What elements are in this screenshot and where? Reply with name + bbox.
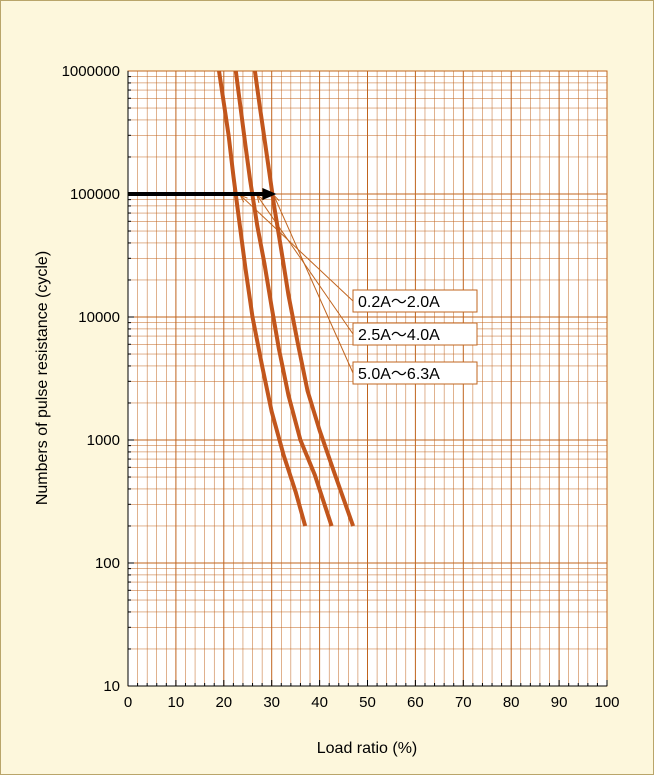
- x-tick-label: 90: [551, 694, 568, 711]
- y-tick-label: 10: [103, 678, 120, 695]
- x-axis-label: Load ratio (%): [317, 740, 418, 757]
- axes: 0 10 20 30 40 50 60 70 80 90 100101001000100001000…: [62, 63, 620, 711]
- x-tick-label: 100: [594, 694, 619, 711]
- y-axis-label: Numbers of pulse resistance (cycle): [34, 251, 51, 505]
- legend-leaders: [239, 193, 354, 374]
- series-line-1: [217, 70, 308, 527]
- x-tick-label: 70: [455, 694, 472, 711]
- x-tick-label: 60: [407, 694, 424, 711]
- legend: 0.2A～2.0A 2.5A～4.0A 5.0A～6.3A: [352, 289, 478, 385]
- legend-label-3: 5.0A～6.3A: [358, 366, 440, 383]
- x-tick-label: 40: [311, 694, 328, 711]
- legend-label-2: 2.5A～4.0A: [358, 327, 440, 344]
- legend-leader-1: [239, 194, 354, 302]
- legend-box-1: [352, 289, 478, 313]
- x-tick-label: 10: [168, 694, 185, 711]
- annotation-arrow: [128, 188, 277, 200]
- y-tick-label: 10000: [78, 309, 120, 326]
- series-line-3: [252, 70, 355, 527]
- x-tick-label: 0: [124, 694, 132, 711]
- y-tick-label: 100000: [70, 186, 120, 203]
- legend-leader-3: [273, 194, 354, 374]
- x-tick-label: 80: [503, 694, 520, 711]
- x-tick-label: 20: [215, 694, 232, 711]
- x-tick-label: 50: [359, 694, 376, 711]
- series-curves: [217, 70, 355, 527]
- y-tick-label: 1000: [87, 432, 120, 449]
- y-tick-label: 1000000: [62, 63, 120, 80]
- x-tick-label: 30: [263, 694, 280, 711]
- legend-box-2: [352, 322, 478, 346]
- series-line-2: [233, 70, 334, 527]
- arrow-head: [262, 188, 277, 200]
- y-tick-label: 100: [95, 555, 120, 572]
- legend-label-1: 0.2A～2.0A: [358, 294, 440, 311]
- legend-box-3: [352, 361, 478, 385]
